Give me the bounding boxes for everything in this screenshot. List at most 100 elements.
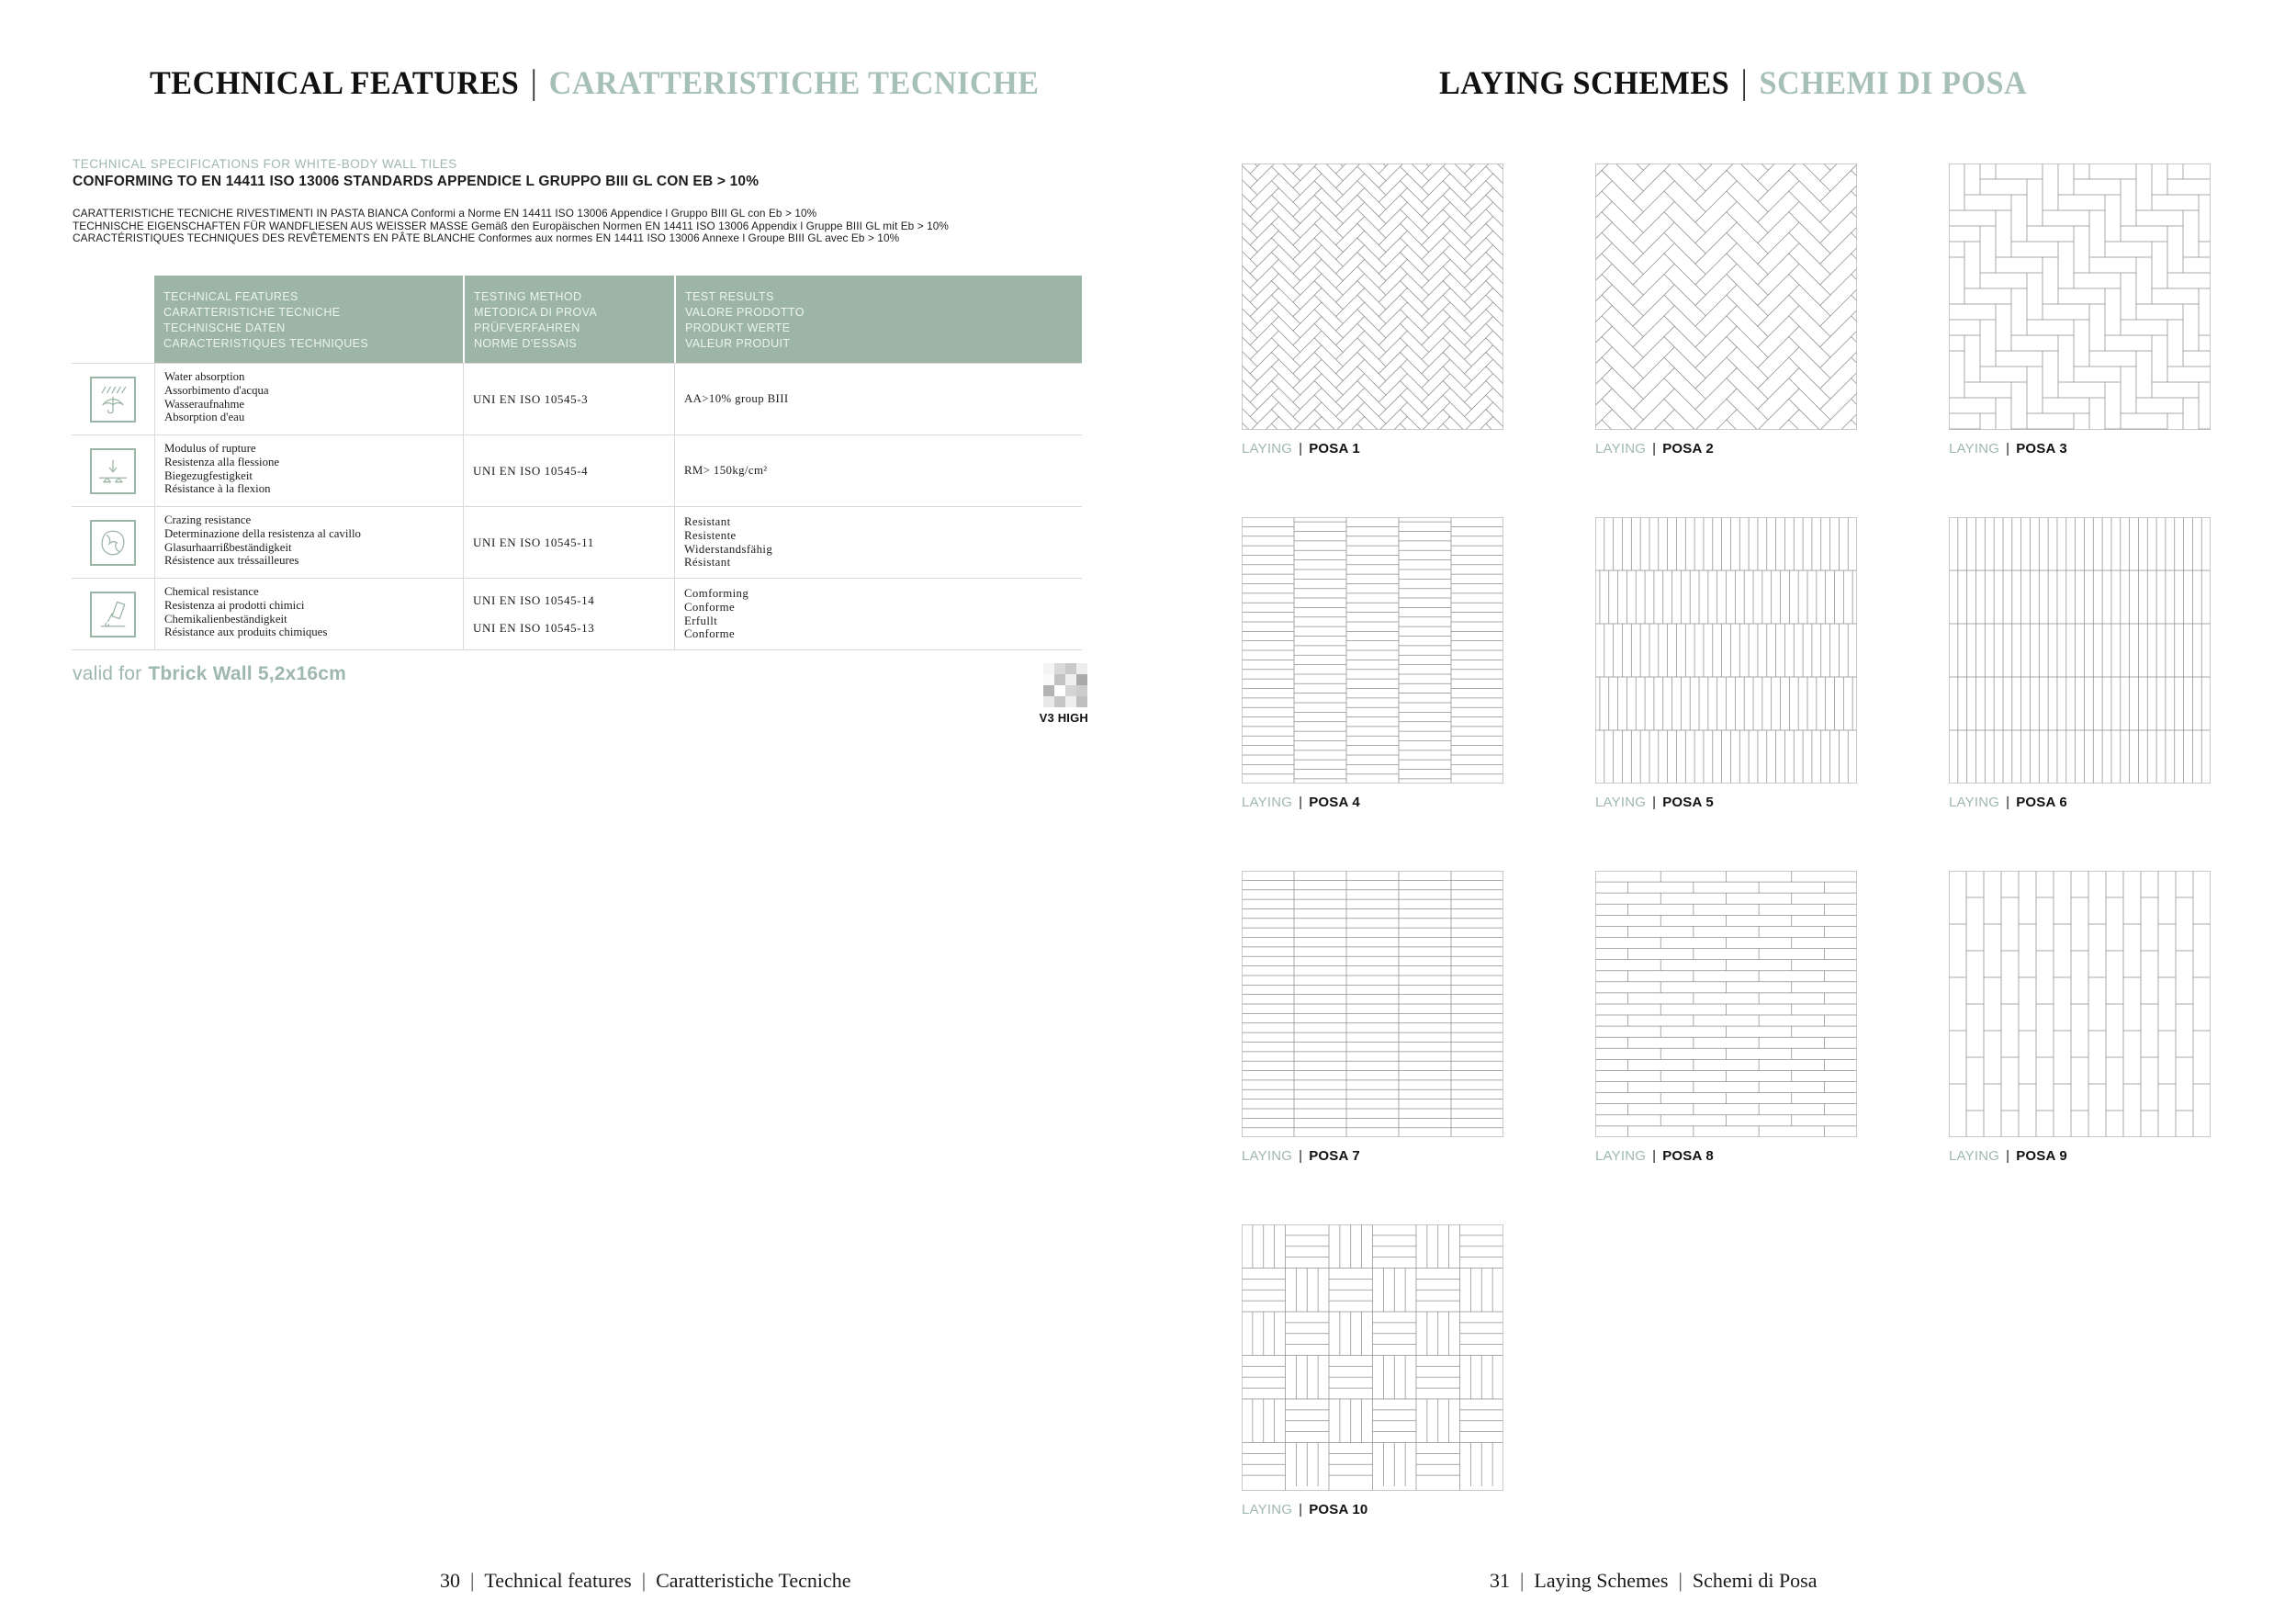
laying-label: LAYING bbox=[1949, 1148, 2000, 1164]
feature-name-cell: Chemical resistance Resistenza ai prodott… bbox=[154, 578, 463, 649]
laying-scheme-diagram bbox=[1242, 517, 1503, 784]
laying-scheme-diagram bbox=[1242, 164, 1503, 430]
table-header-cell: TEST RESULTS VALORE PRODOTTO PRODUKT WERTE… bbox=[674, 276, 1082, 363]
posa-label: POSA 4 bbox=[1309, 795, 1360, 810]
laying-scheme-label: LAYING | POSA 6 bbox=[1949, 795, 2211, 810]
icon-cell bbox=[72, 434, 154, 506]
label-divider: | bbox=[1299, 1148, 1303, 1164]
intro-language-line: CARATTERISTICHE TECNICHE RIVESTIMENTI IN… bbox=[73, 207, 817, 220]
modulus-of-rupture-icon bbox=[90, 447, 136, 494]
test-result-cell: AA>10% group BIII bbox=[674, 363, 1082, 434]
cell-line: Resistente bbox=[684, 528, 737, 542]
laying-scheme-diagram bbox=[1949, 517, 2211, 784]
laying-scheme-label: LAYING | POSA 8 bbox=[1595, 1148, 1857, 1164]
cell-line: Water absorption bbox=[164, 370, 245, 383]
laying-scheme-diagram bbox=[1595, 517, 1857, 784]
valid-for-prefix: valid for bbox=[73, 663, 142, 684]
cell-line: Absorption d'eau bbox=[164, 411, 245, 424]
shade-swatch bbox=[1065, 674, 1076, 685]
posa-label: POSA 8 bbox=[1662, 1148, 1714, 1164]
testing-method-cell: UNI EN ISO 10545-4 bbox=[463, 434, 674, 506]
cell-line: Résistence aux tréssailleures bbox=[164, 554, 299, 568]
header-line: TEST RESULTS bbox=[685, 290, 774, 303]
shade-swatch bbox=[1065, 663, 1076, 674]
right-footer-section-it: Schemi di Posa bbox=[1692, 1569, 1818, 1592]
laying-scheme-posa-4: LAYING | POSA 4 bbox=[1242, 517, 1503, 810]
label-divider: | bbox=[1299, 1502, 1303, 1517]
cell-line: Resistant bbox=[684, 514, 731, 528]
technical-spec-table: TECHNICAL FEATURES CARATTERISTICHE TECNIC… bbox=[72, 276, 1082, 650]
cell-line: Biegezugfestigkeit bbox=[164, 468, 253, 482]
cell-line: Widerstandsfähig bbox=[684, 542, 773, 556]
posa-label: POSA 2 bbox=[1662, 441, 1714, 457]
cell-line: UNI EN ISO 10545-14 bbox=[473, 592, 595, 607]
laying-scheme-label: LAYING | POSA 10 bbox=[1242, 1502, 1503, 1517]
cell-line: Résistance aux produits chimiques bbox=[164, 626, 328, 639]
footer-divider: | bbox=[1678, 1569, 1683, 1592]
header-line: PRODUKT WERTE bbox=[685, 321, 791, 334]
intro-language-line: TECHNISCHE EIGENSCHAFTEN FÜR WANDFLIESEN… bbox=[73, 219, 949, 232]
chemical-resistance-icon bbox=[90, 591, 136, 637]
cell-line: Crazing resistance bbox=[164, 513, 252, 526]
laying-label: LAYING bbox=[1242, 795, 1293, 810]
test-result-cell: Comforming Conforme Erfullt Conforme bbox=[674, 578, 1082, 649]
feature-name-cell: Crazing resistance Determinazione della r… bbox=[154, 506, 463, 578]
cell-line: Determinazione della resistenza al cavil… bbox=[164, 526, 361, 540]
left-page-footer: 30 | Technical features | Caratteristiche Te… bbox=[440, 1569, 851, 1593]
cell-line: UNI EN ISO 10545-4 bbox=[473, 463, 589, 478]
header-line: TECHNICAL FEATURES bbox=[163, 290, 298, 303]
cell-line: Chemikalienbeständigkeit bbox=[164, 612, 287, 626]
header-line: TECHNISCHE DATEN bbox=[163, 321, 286, 334]
cell-line: Glasurhaarrißbeständigkeit bbox=[164, 540, 292, 554]
left-footer-section-it: Caratteristiche Tecniche bbox=[656, 1569, 851, 1592]
cell-line: Résistant bbox=[684, 556, 731, 570]
valid-for-product: Tbrick Wall 5,2x16cm bbox=[148, 663, 347, 684]
feature-name-cell: Water absorption Assorbimento d'acqua Wass… bbox=[154, 363, 463, 434]
icon-cell bbox=[72, 363, 154, 434]
cell-line: Resistenza ai prodotti chimici bbox=[164, 598, 305, 612]
cell-line: Chemical resistance bbox=[164, 585, 259, 598]
laying-scheme-label: LAYING | POSA 3 bbox=[1949, 441, 2211, 457]
cell-line: Resistenza alla flessione bbox=[164, 455, 280, 468]
testing-method-cell: UNI EN ISO 10545-3 bbox=[463, 363, 674, 434]
cell-line: Conforme bbox=[684, 627, 736, 641]
header-line: METODICA DI PROVA bbox=[474, 306, 598, 319]
posa-label: POSA 3 bbox=[2016, 441, 2067, 457]
intro-language-line: CARACTÉRISTIQUES TECHNIQUES DES REVÊTEME… bbox=[73, 231, 900, 244]
posa-label: POSA 9 bbox=[2016, 1148, 2067, 1164]
laying-label: LAYING bbox=[1595, 795, 1647, 810]
posa-label: POSA 10 bbox=[1309, 1502, 1368, 1517]
footer-divider: | bbox=[470, 1569, 475, 1592]
left-page-title: TECHNICAL FEATURES | CARATTERISTICHE TECNI… bbox=[150, 62, 1039, 103]
table-header-cell: TECHNICAL FEATURES CARATTERISTICHE TECNIC… bbox=[154, 276, 463, 363]
shade-variation: V3 HIGH bbox=[1040, 663, 1088, 725]
laying-scheme-posa-7: LAYING | POSA 7 bbox=[1242, 871, 1503, 1164]
cell-line: RM> 150kg/cm² bbox=[684, 464, 768, 478]
left-page-number: 30 bbox=[440, 1569, 460, 1592]
water-absorption-icon bbox=[90, 376, 136, 423]
header-line: VALORE PRODOTTO bbox=[685, 306, 805, 319]
laying-scheme-posa-6: LAYING | POSA 6 bbox=[1949, 517, 2211, 810]
left-title-primary: TECHNICAL FEATURES bbox=[150, 64, 520, 102]
laying-scheme-label: LAYING | POSA 7 bbox=[1242, 1148, 1503, 1164]
table-header-spacer bbox=[72, 276, 154, 363]
footer-divider: | bbox=[1520, 1569, 1525, 1592]
label-divider: | bbox=[2006, 1148, 2010, 1164]
footer-divider: | bbox=[641, 1569, 647, 1592]
header-line: CARATTERISTICHE TECNICHE bbox=[163, 306, 341, 319]
cell-line: AA>10% group BIII bbox=[684, 392, 789, 406]
table-header-cell: TESTING METHOD METODICA DI PROVA PRÜFVERFA… bbox=[463, 276, 674, 363]
posa-label: POSA 6 bbox=[2016, 795, 2067, 810]
valid-for-note: valid for Tbrick Wall 5,2x16cm bbox=[73, 663, 346, 685]
right-title-divider: | bbox=[1740, 63, 1749, 103]
cell-line: Modulus of rupture bbox=[164, 442, 256, 455]
shade-swatch bbox=[1076, 696, 1087, 707]
laying-scheme-posa-2: LAYING | POSA 2 bbox=[1595, 164, 1857, 457]
header-line: NORME D'ESSAIS bbox=[474, 337, 578, 350]
laying-label: LAYING bbox=[1949, 795, 2000, 810]
cell-line: Résistance à la flexion bbox=[164, 482, 271, 496]
laying-scheme-posa-10: LAYING | POSA 10 bbox=[1242, 1224, 1503, 1517]
laying-label: LAYING bbox=[1595, 1148, 1647, 1164]
label-divider: | bbox=[1299, 441, 1303, 457]
laying-scheme-posa-8: LAYING | POSA 8 bbox=[1595, 871, 1857, 1164]
